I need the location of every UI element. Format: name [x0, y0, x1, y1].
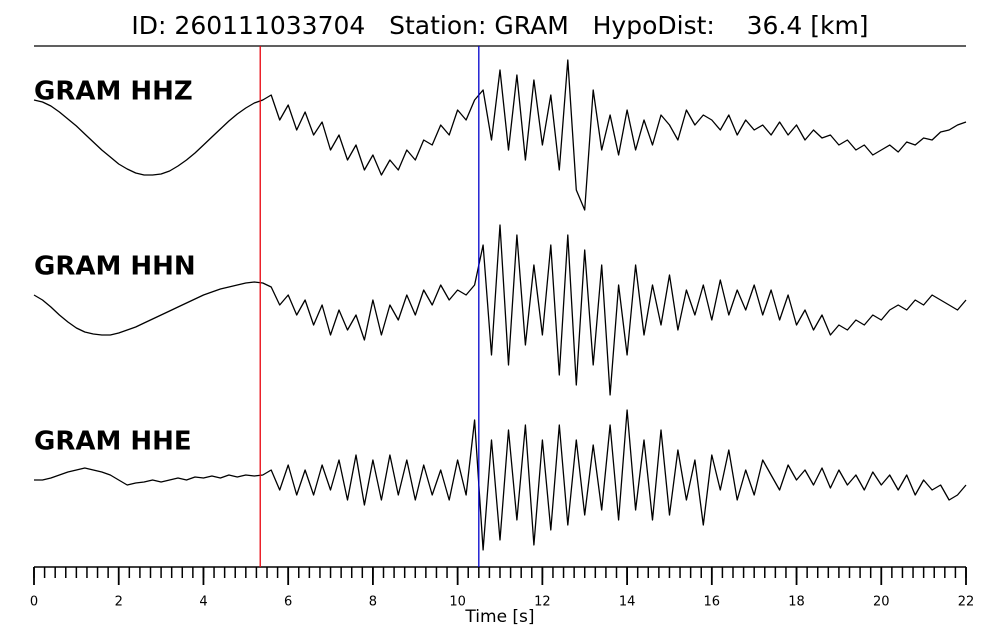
chart-title: ID: 260111033704 Station: GRAM HypoDist:… [131, 11, 868, 40]
x-tick-label: 0 [30, 595, 38, 610]
trace-label: GRAM HHN [34, 252, 196, 282]
x-tick-label: 8 [369, 595, 377, 610]
x-tick-label: 12 [534, 595, 551, 610]
x-tick-label: 6 [284, 595, 292, 610]
x-tick-label: 20 [873, 595, 890, 610]
x-tick-label: 2 [115, 595, 123, 610]
trace-label: GRAM HHE [34, 427, 192, 457]
trace-label: GRAM HHZ [34, 77, 193, 107]
waveform [34, 409, 967, 551]
x-tick-label: 4 [199, 595, 207, 610]
x-axis-label: Time [s] [464, 607, 534, 627]
x-tick-label: 18 [788, 595, 805, 610]
waveform [33, 224, 967, 396]
waveform [33, 59, 967, 211]
x-tick-label: 10 [449, 595, 466, 610]
x-tick-label: 22 [958, 595, 975, 610]
x-tick-label: 16 [704, 595, 721, 610]
x-tick-label: 14 [619, 595, 636, 610]
